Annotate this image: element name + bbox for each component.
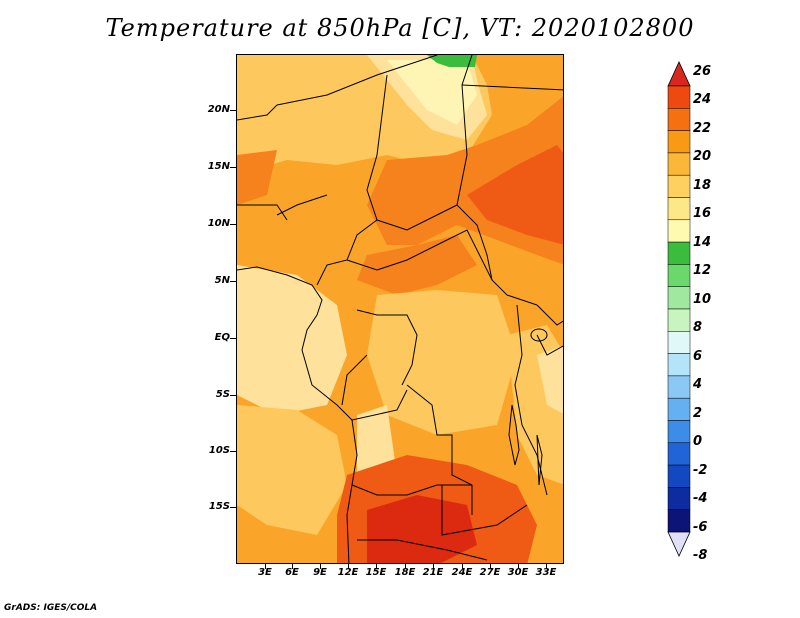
x-tick-label: 15E — [365, 567, 387, 578]
y-tick-label: 15S — [208, 501, 230, 512]
colorbar-label: 6 — [693, 348, 703, 364]
x-tick-label: 33E — [535, 567, 557, 578]
grads-credit: GrADS: IGES/COLA — [4, 603, 98, 613]
colorbar-swatch — [667, 286, 691, 310]
colorbar — [667, 61, 691, 557]
colorbar-swatch — [667, 375, 691, 399]
colorbar-label: 24 — [693, 92, 712, 108]
colorbar-swatch — [667, 331, 691, 354]
x-tick-label: 12E — [337, 567, 359, 578]
y-tick-label: 20N — [207, 104, 230, 115]
x-tick-label: 9E — [313, 567, 327, 578]
x-tick-label: 21E — [422, 567, 444, 578]
x-tick-label: 30E — [507, 567, 529, 578]
colorbar-swatch — [667, 174, 691, 198]
x-tick — [405, 564, 406, 569]
y-tick-label: 10N — [207, 218, 230, 229]
field-north-14 — [387, 60, 477, 125]
field-congo-18 — [367, 290, 517, 435]
field-west-22 — [237, 150, 277, 205]
colorbar-label: 16 — [693, 206, 712, 222]
x-tick — [320, 564, 321, 569]
colorbar-label: -6 — [693, 519, 708, 535]
field-lakes-16 — [537, 345, 563, 414]
y-tick — [230, 507, 236, 508]
colorbar-label: -4 — [693, 491, 708, 507]
colorbar-swatch — [667, 197, 691, 221]
colorbar-label: -8 — [693, 548, 708, 563]
map-canvas — [237, 55, 563, 563]
colorbar-label: 10 — [693, 291, 712, 307]
colorbar-swatch — [667, 464, 691, 488]
y-tick-label: 5N — [214, 275, 230, 286]
temperature-map — [236, 54, 564, 564]
x-tick-label: 3E — [258, 567, 272, 578]
colorbar-label: 22 — [693, 120, 712, 136]
colorbar-swatch — [667, 420, 691, 444]
x-tick — [546, 564, 547, 569]
colorbar-label: 26 — [693, 64, 712, 79]
colorbar-label: 20 — [693, 149, 712, 165]
colorbar-label: -2 — [693, 462, 708, 478]
colorbar-swatch — [667, 353, 691, 377]
y-tick — [230, 395, 236, 396]
colorbar-swatch — [667, 487, 691, 510]
x-tick — [433, 564, 434, 569]
y-tick — [230, 224, 236, 225]
map-title: Temperature at 850hPa [C], VT: 202010280… — [105, 14, 695, 42]
colorbar-swatch — [667, 85, 691, 109]
colorbar-swatch — [667, 219, 691, 243]
colorbar-swatch — [667, 397, 691, 421]
field-south-26 — [367, 495, 477, 563]
x-tick — [292, 564, 293, 569]
x-tick — [518, 564, 519, 569]
field-angola-coast-18 — [237, 405, 347, 535]
colorbar-swatch — [667, 264, 691, 287]
colorbar-label: 18 — [693, 177, 712, 193]
field-east-24 — [467, 145, 563, 245]
colorbar-top-triangle — [667, 61, 691, 87]
y-tick — [230, 338, 236, 339]
colorbar-label: 8 — [693, 320, 703, 336]
field-green-12 — [427, 55, 477, 67]
colorbar-bottom-triangle — [667, 531, 691, 557]
colorbar-swatch — [667, 509, 691, 533]
colorbar-swatch — [667, 442, 691, 466]
x-tick — [265, 564, 266, 569]
y-tick-label: 15N — [207, 161, 230, 172]
x-tick-label: 27E — [479, 567, 501, 578]
colorbar-label: 14 — [693, 234, 712, 250]
x-tick — [462, 564, 463, 569]
x-tick — [490, 564, 491, 569]
y-tick — [230, 167, 236, 168]
y-tick — [230, 451, 236, 452]
colorbar-swatch — [667, 241, 691, 265]
x-tick — [348, 564, 349, 569]
colorbar-swatch — [667, 130, 691, 154]
colorbar-swatch — [667, 152, 691, 176]
x-tick-label: 6E — [285, 567, 299, 578]
y-tick — [230, 110, 236, 111]
colorbar-label: 2 — [693, 405, 703, 421]
y-tick-label: 5S — [215, 389, 230, 400]
y-tick-label: EQ — [214, 332, 230, 343]
x-tick-label: 18E — [394, 567, 416, 578]
field-car-22 — [357, 235, 477, 295]
country-borders — [237, 55, 563, 563]
y-tick — [230, 281, 236, 282]
lakes — [508, 328, 548, 486]
x-tick-label: 24E — [451, 567, 473, 578]
colorbar-swatch — [667, 108, 691, 131]
x-tick — [376, 564, 377, 569]
colorbar-label: 0 — [693, 434, 703, 450]
field-gabon-16 — [237, 265, 347, 415]
colorbar-swatch — [667, 308, 691, 332]
y-tick-label: 10S — [208, 445, 230, 456]
colorbar-label: 12 — [693, 263, 712, 279]
colorbar-label: 4 — [693, 377, 703, 393]
